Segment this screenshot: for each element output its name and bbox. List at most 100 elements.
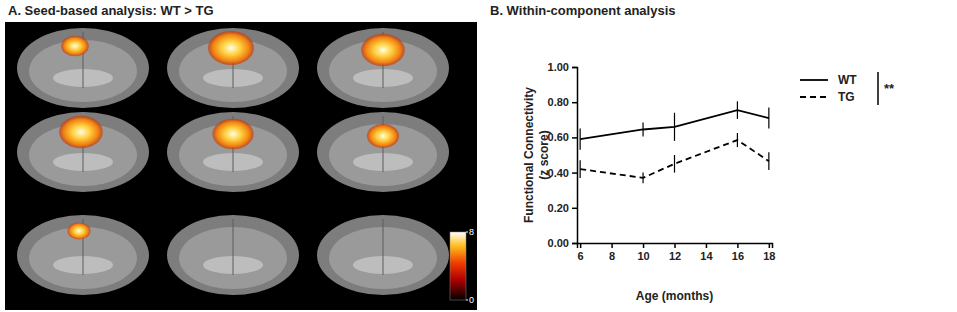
colorbar-gradient (450, 232, 466, 300)
y-tick-label: 1.00 (548, 61, 569, 73)
x-tick-mark (769, 243, 771, 248)
activation-blob (59, 116, 103, 148)
brain-slice (167, 112, 299, 192)
brain-slice (317, 215, 449, 295)
brain-slice (167, 215, 299, 295)
brain-outline (317, 112, 449, 192)
y-axis-title: Functional Connectivity(z score) (522, 87, 551, 223)
significance-annotation: ** (884, 81, 895, 96)
activation-blob (68, 223, 91, 240)
x-tick-mark (674, 243, 676, 248)
y-tick-mark (572, 102, 577, 104)
activation-blob (61, 36, 89, 56)
panel-a: A. Seed-based analysis: WT > TG08 (5, 3, 477, 310)
y-axis-title-line: (z score) (537, 130, 551, 179)
brain-slice (17, 112, 149, 192)
x-tick-label: 8 (609, 250, 615, 262)
y-tick-mark (572, 172, 577, 174)
error-bar (642, 173, 643, 184)
panel-b: B. Within-component analysis 0.00 0.20 0.40… (490, 3, 895, 303)
error-bar (642, 122, 643, 136)
brain-outline (17, 112, 149, 192)
y-tick-label: 0.20 (548, 202, 569, 214)
x-tick-label: 12 (669, 250, 681, 262)
activation-blob (367, 124, 399, 148)
x-tick: 8 (609, 243, 615, 262)
panel-title: A. Seed-based analysis: WT > TG (8, 3, 214, 18)
error-bar (580, 129, 581, 150)
y-axis-line (572, 68, 578, 244)
brain-slice (317, 112, 449, 192)
brain-slice (167, 28, 299, 108)
plot-area (580, 101, 769, 183)
brain-outline (317, 215, 449, 295)
x-tick: 14 (700, 243, 713, 262)
error-bar (768, 107, 769, 128)
x-tick-mark (706, 243, 708, 248)
x-tick: 18 (763, 243, 775, 262)
y-tick-label: 0.00 (548, 237, 569, 249)
y-tick: 0.20 (548, 202, 577, 214)
x-tick: 10 (637, 243, 649, 262)
x-tick-label: 10 (637, 250, 649, 262)
brain-outline (17, 215, 149, 295)
error-bar (737, 133, 738, 147)
midline (383, 219, 384, 275)
y-tick: 0.80 (548, 96, 577, 108)
y-axis: 0.00 0.20 0.40 0.60 0.80 1.00 (548, 61, 578, 249)
legend-swatch (800, 96, 828, 98)
brain-outline (17, 28, 149, 108)
colorbar-tick-label: 8 (469, 227, 474, 237)
x-tick-mark (737, 243, 739, 248)
panel-title: B. Within-component analysis (490, 3, 676, 18)
brain-slice (17, 28, 149, 108)
error-bar (737, 101, 738, 119)
midline (233, 219, 234, 275)
figure: A. Seed-based analysis: WT > TG08B. With… (0, 0, 957, 312)
error-bar (768, 152, 769, 170)
x-tick-mark (580, 243, 582, 248)
x-tick-label: 16 (732, 250, 744, 262)
brain-outline (317, 28, 449, 108)
y-tick-mark (572, 137, 577, 139)
y-tick: 0.60 (548, 131, 577, 143)
x-tick-label: 18 (763, 250, 775, 262)
brain-outline (167, 215, 299, 295)
legend-swatch (800, 79, 828, 81)
x-axis-line (578, 244, 773, 249)
error-bar (674, 155, 675, 173)
y-tick-label: 0.80 (548, 96, 569, 108)
activation-blob (361, 34, 405, 66)
legend-label: TG (838, 90, 855, 104)
x-tick-mark (643, 243, 645, 248)
brain-slice (17, 215, 149, 295)
y-axis-title-line: Functional Connectivity (522, 87, 536, 223)
y-tick: 0.00 (548, 237, 577, 249)
y-tick: 0.40 (548, 167, 577, 179)
activation-blob (208, 31, 254, 65)
colorbar-tick (466, 300, 468, 301)
brain-outline (167, 28, 299, 108)
image-background (5, 22, 477, 310)
brain-slice (317, 28, 449, 108)
colorbar-tick (466, 232, 468, 233)
x-tick: 6 (578, 243, 584, 262)
brain-outline (167, 112, 299, 192)
y-tick-mark (572, 243, 577, 245)
series-line (580, 140, 769, 178)
x-tick: 12 (669, 243, 681, 262)
x-axis-title: Age (months) (636, 289, 713, 303)
y-tick-mark (572, 67, 577, 69)
significance-bar (877, 72, 879, 105)
error-bar (674, 113, 675, 141)
x-tick-label: 14 (700, 250, 713, 262)
legend: WT TG ** (800, 72, 895, 105)
colorbar: 08 (450, 227, 474, 305)
x-tick-mark (611, 243, 613, 248)
legend-label: WT (838, 73, 857, 87)
error-bar (580, 160, 581, 178)
y-tick: 1.00 (548, 61, 577, 73)
x-tick-label: 6 (578, 250, 584, 262)
y-tick-mark (572, 208, 577, 210)
colorbar-tick-label: 0 (469, 295, 474, 305)
